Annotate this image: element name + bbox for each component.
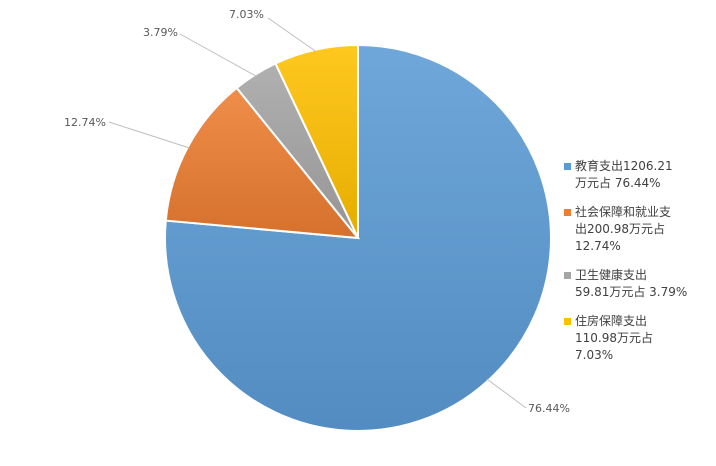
data-label-2: 12.74%	[64, 116, 106, 129]
legend-label: 社会保障和就业支 出200.98万元占 12.74%	[575, 205, 672, 253]
legend-item-3: 卫生健康支出 59.81万元占 3.79%	[564, 267, 714, 301]
legend-swatch	[564, 318, 571, 325]
chart-legend: 教育支出1206.21 万元占 76.44% 社会保障和就业支 出200.98万元…	[564, 158, 714, 376]
data-label-4: 7.03%	[229, 8, 264, 21]
data-label-3: 3.79%	[143, 26, 178, 39]
leader-line-3	[179, 33, 257, 77]
leader-line-1	[486, 378, 527, 409]
legend-item-4: 住房保障支出 110.98万元占 7.03%	[564, 313, 714, 364]
pie-slice-4	[274, 43, 359, 239]
legend-swatch	[564, 272, 571, 279]
leader-line-2	[108, 121, 190, 149]
legend-label: 住房保障支出 110.98万元占 7.03%	[575, 314, 653, 362]
legend-label: 教育支出1206.21 万元占 76.44%	[575, 159, 673, 190]
legend-swatch	[564, 209, 571, 216]
leader-line-4	[267, 17, 317, 53]
data-label-1: 76.44%	[528, 402, 570, 415]
legend-item-2: 社会保障和就业支 出200.98万元占 12.74%	[564, 204, 714, 255]
legend-swatch	[564, 163, 571, 170]
legend-label: 卫生健康支出 59.81万元占 3.79%	[575, 268, 688, 299]
legend-item-1: 教育支出1206.21 万元占 76.44%	[564, 158, 714, 192]
